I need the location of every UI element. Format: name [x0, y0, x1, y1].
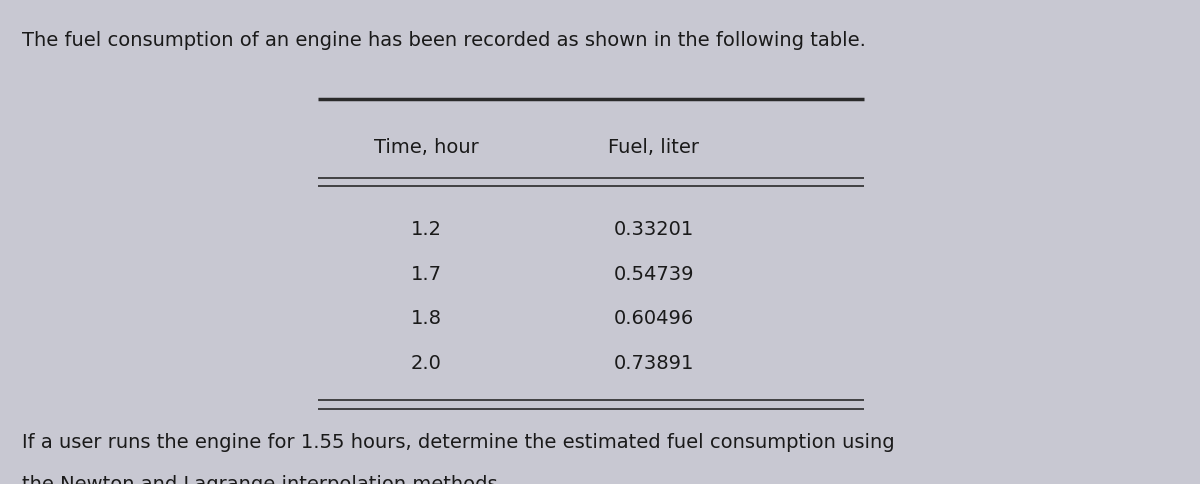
Text: Time, hour: Time, hour: [373, 138, 479, 157]
Text: 0.73891: 0.73891: [614, 354, 694, 373]
Text: 1.2: 1.2: [410, 220, 442, 240]
Text: 0.33201: 0.33201: [614, 220, 694, 240]
Text: If a user runs the engine for 1.55 hours, determine the estimated fuel consumpti: If a user runs the engine for 1.55 hours…: [22, 433, 894, 452]
Text: the Newton and Lagrange interpolation methods.: the Newton and Lagrange interpolation me…: [22, 475, 504, 484]
Text: Fuel, liter: Fuel, liter: [608, 138, 700, 157]
Text: 0.60496: 0.60496: [614, 309, 694, 329]
Text: The fuel consumption of an engine has been recorded as shown in the following ta: The fuel consumption of an engine has be…: [22, 31, 865, 50]
Text: 2.0: 2.0: [410, 354, 442, 373]
Text: 0.54739: 0.54739: [613, 265, 695, 284]
Text: 1.8: 1.8: [410, 309, 442, 329]
Text: 1.7: 1.7: [410, 265, 442, 284]
